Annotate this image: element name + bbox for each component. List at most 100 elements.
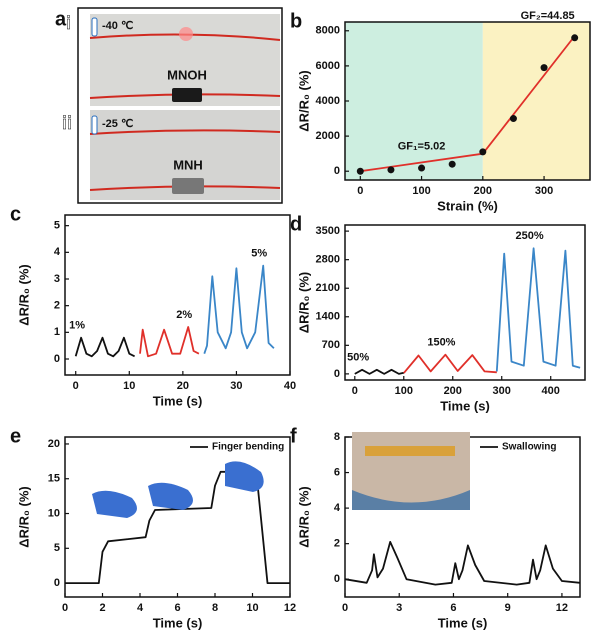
line <box>495 247 581 372</box>
point <box>387 166 395 174</box>
legend-label: Finger bending <box>212 442 284 453</box>
y-tick-label: 15 <box>48 473 60 485</box>
panel-letter: c <box>10 203 21 225</box>
y-tick-label: 4000 <box>316 95 340 107</box>
x-axis-label: Strain (%) <box>437 198 498 213</box>
chart: c 0 10 20 30 40 0 1 2 3 4 5 Time (s) ΔR/R₀ (%) 1% 2% 5% <box>10 203 296 408</box>
x-axis-label: Time (s) <box>153 615 203 630</box>
y-tick-label: 2100 <box>316 282 340 294</box>
series-label: 2% <box>176 309 192 321</box>
x-tick-label: 0 <box>357 185 363 197</box>
plot-frame <box>64 436 291 598</box>
x-tick-label: 12 <box>284 602 296 614</box>
led <box>179 27 193 41</box>
series-label: 5% <box>251 248 267 260</box>
point <box>418 164 426 172</box>
x-tick-label: 3 <box>396 602 402 614</box>
annotation: GF₂=44.85 <box>521 10 575 22</box>
hand-photo <box>225 461 264 492</box>
x-tick-label: 6 <box>174 602 180 614</box>
series-label: 150% <box>427 337 455 349</box>
x-tick-label: 30 <box>230 380 242 392</box>
y-tick-label: 0 <box>54 353 60 365</box>
x-axis-label: Time (s) <box>438 615 488 630</box>
point <box>571 34 579 42</box>
y-axis-label: ΔR/R₀ (%) <box>16 486 31 547</box>
line <box>354 368 405 375</box>
series-label: 1% <box>69 320 85 332</box>
panel-letter: b <box>290 10 302 32</box>
sample-label: MNOH <box>167 67 207 82</box>
point <box>448 160 456 168</box>
line <box>344 541 581 586</box>
line <box>74 336 135 358</box>
x-tick-label: 200 <box>444 385 462 397</box>
x-axis-label: Time (s) <box>153 393 203 408</box>
plot-frame <box>344 224 586 381</box>
region <box>482 22 590 180</box>
x-tick-label: 0 <box>62 602 68 614</box>
x-tick-label: 300 <box>535 185 553 197</box>
x-tick-label: 200 <box>474 185 492 197</box>
x-tick-label: 2 <box>99 602 105 614</box>
x-axis-label: Time (s) <box>440 398 490 413</box>
chart: d 0 100 200 300 400 0 700 1400 2100 2800 3500 Time (… <box>290 213 586 413</box>
y-axis-label: ΔR/R₀ (%) <box>16 264 31 325</box>
line <box>403 353 497 374</box>
thermometer-icon <box>91 115 98 135</box>
x-tick-label: 300 <box>493 385 511 397</box>
insets <box>92 432 470 518</box>
temperature: -25 ℃ <box>102 118 133 130</box>
x-tick-label: 6 <box>450 602 456 614</box>
plot-frame <box>64 214 291 376</box>
legend-label: Swallowing <box>502 442 556 453</box>
temperature: -40 ℃ <box>102 20 133 32</box>
chart: e 0 2 4 6 8 10 12 0 5 10 15 20 Time (s) ΔR/R₀ (%) Finge… <box>10 425 296 630</box>
y-tick-label: 2 <box>54 300 60 312</box>
collar <box>352 490 470 510</box>
x-tick-label: 10 <box>246 602 258 614</box>
fit-line <box>482 35 576 155</box>
y-tick-label: 0 <box>54 577 60 589</box>
x-tick-label: 40 <box>284 380 296 392</box>
photo-label: ii <box>62 113 72 133</box>
y-tick-label: 4 <box>54 246 61 258</box>
y-tick-label: 3500 <box>316 225 340 237</box>
x-tick-label: 8 <box>212 602 218 614</box>
y-tick-label: 1400 <box>316 311 340 323</box>
hand-photo <box>92 490 137 518</box>
y-tick-label: 2 <box>334 538 340 550</box>
y-tick-label: 0 <box>334 165 340 177</box>
series-label: 250% <box>516 230 544 242</box>
chart: b 0 100 200 300 0 2000 4000 6000 8000 Strain (%) ΔR… <box>290 10 591 213</box>
photo-label: i <box>66 13 71 33</box>
panel-letter: e <box>10 425 21 447</box>
y-tick-label: 6 <box>334 466 340 478</box>
y-tick-label: 4 <box>334 502 341 514</box>
y-axis-label: ΔR/R₀ (%) <box>296 272 311 333</box>
x-tick-label: 20 <box>177 380 189 392</box>
x-tick-label: 12 <box>556 602 568 614</box>
y-axis-label: ΔR/R₀ (%) <box>296 70 311 131</box>
annotation: GF₁=5.02 <box>398 140 446 152</box>
point <box>356 167 364 175</box>
thermometer-icon <box>91 17 98 37</box>
x-tick-label: 9 <box>505 602 511 614</box>
point <box>540 64 548 72</box>
y-tick-label: 700 <box>322 339 340 351</box>
y-tick-label: 2000 <box>316 130 340 142</box>
fit-line <box>360 152 483 173</box>
y-tick-label: 5 <box>54 542 60 554</box>
y-tick-label: 0 <box>334 573 340 585</box>
x-tick-label: 10 <box>123 380 135 392</box>
panel-letter: d <box>290 213 302 235</box>
panel-letter: a <box>55 8 67 30</box>
y-tick-label: 2800 <box>316 254 340 266</box>
x-tick-label: 100 <box>395 385 413 397</box>
sample <box>172 178 204 194</box>
hand-photo <box>148 482 193 510</box>
region <box>345 22 483 180</box>
series-label: 50% <box>347 352 369 364</box>
y-tick-label: 5 <box>54 220 60 232</box>
